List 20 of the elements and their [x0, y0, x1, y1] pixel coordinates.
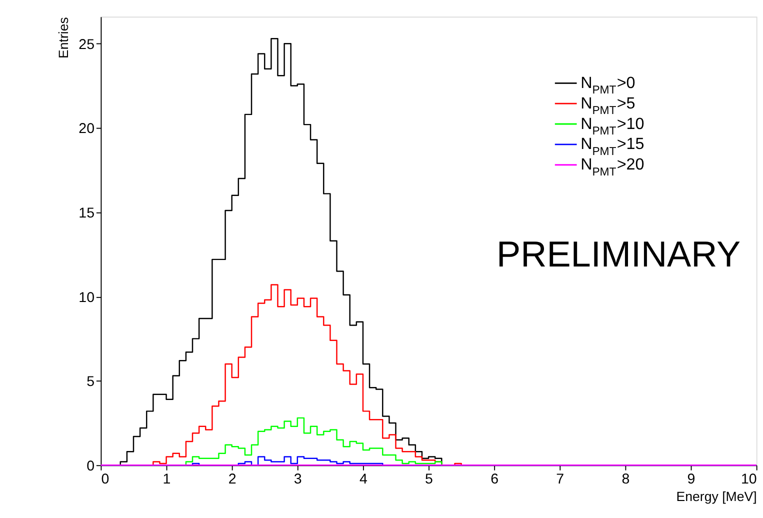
annotation: PRELIMINARY: [496, 234, 741, 275]
x-tick-label: 5: [425, 472, 434, 488]
x-tick-label: 0: [101, 472, 110, 488]
y-tick-label: 20: [78, 121, 95, 138]
x-tick-label: 2: [228, 472, 236, 488]
x-axis-title: Energy [MeV]: [676, 488, 757, 504]
y-tick-label: 15: [78, 205, 95, 222]
y-axis-title: Entries: [56, 16, 72, 59]
y-tick-label: 0: [86, 458, 95, 474]
x-tick-label: 9: [687, 472, 696, 488]
x-tick-label: 4: [359, 472, 368, 488]
x-tick-label: 1: [162, 472, 171, 488]
x-tick-label: 6: [490, 472, 499, 488]
x-tick-label: 8: [622, 472, 630, 488]
x-tick-label: 3: [294, 472, 302, 488]
x-tick-label: 7: [556, 472, 564, 488]
y-tick-label: 5: [86, 374, 95, 390]
x-tick-label: 10: [740, 472, 757, 488]
y-tick-label: 10: [78, 290, 95, 306]
y-tick-label: 25: [78, 36, 95, 53]
